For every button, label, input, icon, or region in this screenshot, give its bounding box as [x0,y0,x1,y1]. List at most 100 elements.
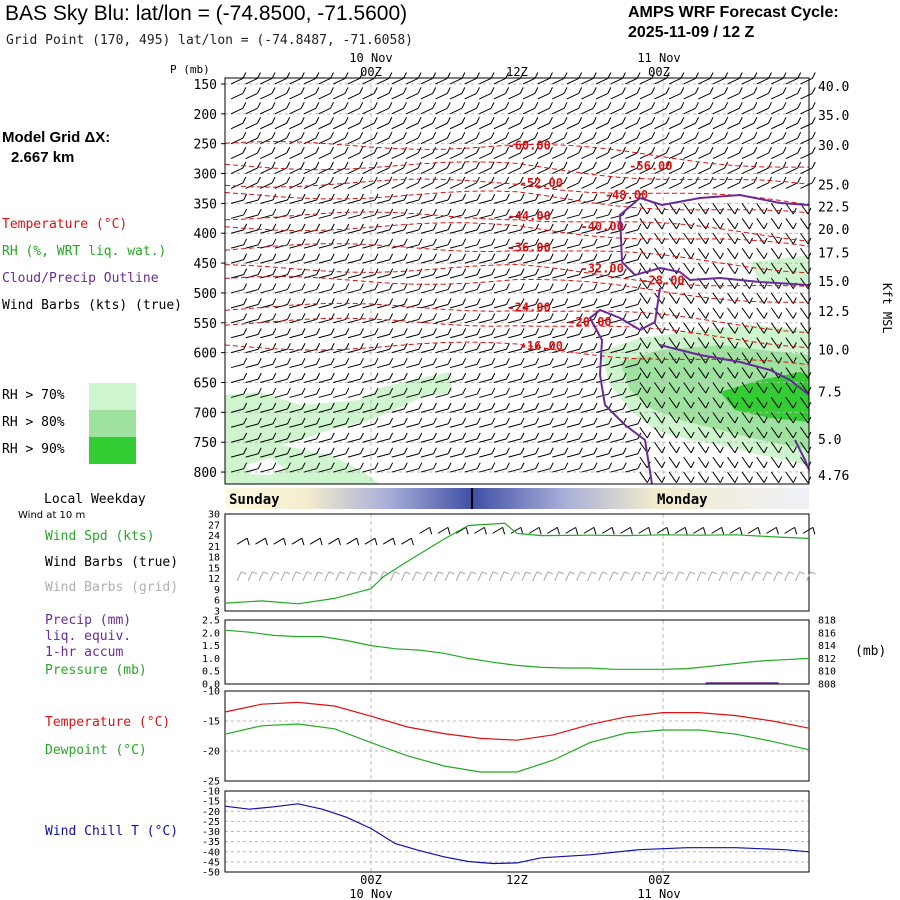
wind-barb [391,343,408,354]
wind-barb [479,283,496,294]
wind-barb [347,193,364,204]
temperature-contour [224,302,810,334]
wind-barb [697,307,710,319]
wind-barb [741,161,758,174]
wind-barb [522,343,540,354]
legend-rh70: RH > 70% [2,388,65,403]
wind-barb [727,397,739,409]
wind-barb [260,417,277,428]
wind-barb [274,357,291,369]
temperature-contour [224,190,810,214]
wind-barb [230,253,248,264]
true-wind-barb [401,537,414,546]
wind-barb [552,176,568,189]
legend-precip-2: liq. equiv. [45,629,132,644]
height-tick-label: 15.0 [818,275,849,290]
wind-barb [230,283,248,294]
swatch-rh80 [89,410,136,437]
wind-barb [347,462,364,473]
wind-barb [406,238,423,249]
white-patch [245,458,285,475]
wind-barb [333,87,349,100]
wind-barb [712,322,724,334]
wind-barb [785,456,797,469]
pressure-line [224,629,810,670]
grid-wind-barb [357,571,367,582]
wind-barb [260,161,276,174]
wind-barb [712,87,729,100]
legend-temperature: Temperature (°C) [2,217,128,232]
wind-barb [303,117,320,130]
wind-barb [654,146,670,160]
wind-barb [245,313,262,324]
true-wind-barb [583,526,597,535]
wind-barb [595,238,613,249]
wind-barb [333,146,349,160]
wind-barb [479,161,495,174]
pressure-tick-label: 650 [194,377,217,392]
wind-barb [376,328,394,339]
wind-barb [522,131,539,145]
wind-barb [449,193,467,204]
wind-barb [420,328,437,339]
wind-barb [610,131,626,145]
wind-barb [683,146,699,160]
wind-barb [245,208,262,219]
wind-barb [595,117,612,130]
wind-barb [552,161,568,174]
wind-barb [566,417,583,428]
wind-barb [552,117,568,130]
wind-barb [566,131,583,145]
wind-barb [625,447,642,458]
wind-barb [303,447,321,458]
wind-barb [508,283,525,294]
wind-barb [464,328,481,339]
wind-barb [479,223,496,234]
wind-barb [303,253,321,264]
wind-barb [420,253,437,264]
wind-barb [566,357,583,369]
wind-barb [756,277,768,289]
wind-barb [610,343,627,354]
grid-wind-barb [543,571,553,582]
temperature-contour [224,317,810,349]
wind-barb [333,72,349,85]
wind-barb [537,208,554,219]
wind-barb [508,328,525,339]
wind-barb [552,131,568,145]
wind-barb [406,313,423,324]
wind-barb [683,412,695,424]
pressure-tick-label: 700 [194,406,217,421]
wind-barb [741,397,753,409]
wind-barb [683,262,695,275]
wind-barb [260,432,277,443]
wind-barb [595,417,613,428]
wind-barb [566,372,583,383]
wind-barb [245,146,261,160]
wind-barb [639,352,651,364]
wind-barb [245,253,262,264]
wind-barb [303,387,321,398]
wind-barb [245,417,262,428]
wind-barb [406,357,423,369]
wind-barb [289,253,306,264]
y-tick-label: 0.5 [202,667,220,678]
wind-barb [230,146,247,160]
grid-wind-barb [554,571,564,582]
wind-barb [449,387,467,398]
wind-barb [668,367,680,379]
wind-barb [347,87,364,100]
top-time-label: 00Z [360,65,382,79]
wind-barb [697,218,710,230]
wind-barb [756,218,768,230]
wind-barb [654,352,666,364]
wind-barb [537,387,554,398]
wind-barb [654,471,666,483]
wind-barb [668,102,685,115]
wind-barb [785,367,797,379]
wind-barb [697,337,710,349]
wind-barb [698,72,714,85]
wind-barb [785,382,797,394]
wind-barb [333,223,350,234]
wind-barb [376,131,393,145]
